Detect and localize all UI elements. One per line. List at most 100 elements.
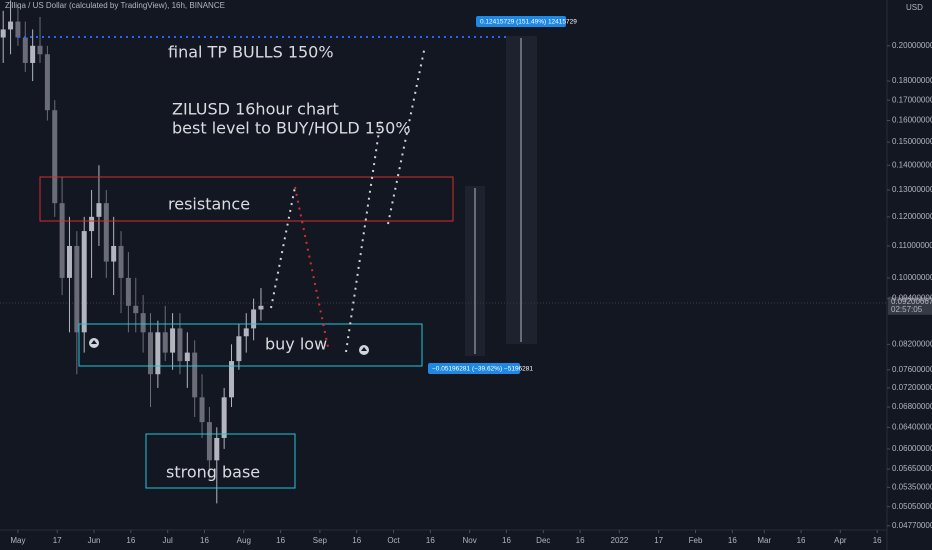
x-tick-label: 2022 bbox=[611, 536, 629, 545]
candle-body bbox=[89, 216, 95, 232]
x-tick-label: 16 bbox=[873, 536, 882, 545]
x-tick-label: 16 bbox=[200, 536, 209, 545]
candle-body bbox=[0, 29, 6, 38]
candle-body bbox=[44, 54, 50, 111]
candle-body bbox=[140, 313, 146, 333]
candle-body bbox=[214, 437, 220, 461]
y-tick-label: 0.12000000 bbox=[892, 212, 932, 221]
x-tick-label: Nov bbox=[463, 536, 477, 545]
candle-body bbox=[118, 245, 124, 278]
candle-body bbox=[229, 361, 235, 398]
candle-body bbox=[8, 21, 14, 30]
y-tick-label: 0.17000000 bbox=[892, 95, 932, 104]
annotation: strong base bbox=[166, 463, 260, 482]
y-tick-label: 0.05050000 bbox=[892, 502, 932, 511]
x-tick-label: Sep bbox=[313, 536, 328, 545]
candle-body bbox=[81, 231, 87, 333]
arrow-icon bbox=[361, 347, 367, 351]
measure-label-bg bbox=[476, 16, 566, 27]
x-tick-label: 16 bbox=[576, 536, 585, 545]
candle-body bbox=[251, 309, 257, 329]
buy-box bbox=[78, 323, 423, 367]
y-tick-label: 0.20000000 bbox=[892, 41, 932, 50]
chart-title: Zilliqa / US Dollar (calculated by Tradi… bbox=[5, 1, 225, 10]
measure-label: 0.12415729 (151.49%) 12415729 bbox=[480, 19, 577, 26]
candle-body bbox=[103, 203, 109, 262]
annotation: buy low bbox=[265, 335, 327, 354]
candles bbox=[0, 0, 264, 504]
candle-body bbox=[221, 397, 227, 438]
candle-body bbox=[192, 352, 198, 398]
x-tick-label: Aug bbox=[237, 536, 251, 545]
price-tag-bg bbox=[888, 296, 932, 315]
x-tick-label: May bbox=[10, 536, 25, 545]
x-tick-label: 17 bbox=[654, 536, 663, 545]
candle-body bbox=[66, 245, 72, 278]
annotation: best level to BUY/HOLD 150% bbox=[172, 119, 411, 138]
y-tick-label: 0.14000000 bbox=[892, 160, 932, 169]
candle-body bbox=[258, 305, 264, 310]
path-up bbox=[345, 117, 382, 353]
y-tick-label: 0.06000000 bbox=[892, 444, 932, 453]
candle-body bbox=[236, 336, 242, 362]
candle-body bbox=[30, 45, 36, 63]
candle-body bbox=[184, 352, 190, 362]
base-box bbox=[145, 433, 296, 489]
x-tick-label: Mar bbox=[757, 536, 771, 545]
y-tick-label: 0.13000000 bbox=[892, 185, 932, 194]
x-tick-label: Apr bbox=[834, 536, 847, 545]
candle-body bbox=[74, 245, 80, 333]
arrow-icon bbox=[91, 340, 97, 344]
candle-body bbox=[147, 332, 153, 375]
x-tick-label: 17 bbox=[53, 536, 62, 545]
candle-body bbox=[243, 328, 249, 337]
candle-body bbox=[96, 203, 102, 217]
candle-body bbox=[125, 277, 131, 306]
annotation: resistance bbox=[168, 195, 250, 214]
candle-body bbox=[52, 110, 58, 204]
x-tick-label: 16 bbox=[728, 536, 737, 545]
y-tick-label: 0.07600000 bbox=[892, 365, 932, 374]
x-tick-label: 16 bbox=[276, 536, 285, 545]
price-tag-value: 0.09200667 bbox=[891, 297, 932, 306]
candle-body bbox=[15, 21, 21, 38]
y-tick-label: 0.15000000 bbox=[892, 137, 932, 146]
x-tick-label: Oct bbox=[387, 536, 400, 545]
y-tick-label: 0.06800000 bbox=[892, 402, 932, 411]
resistance-box bbox=[39, 176, 454, 222]
candle-body bbox=[177, 328, 183, 362]
x-tick-label: 16 bbox=[426, 536, 435, 545]
candle-body bbox=[59, 203, 65, 278]
currency-label: USD bbox=[906, 3, 923, 12]
x-tick-label: Feb bbox=[689, 536, 703, 545]
x-tick-label: 16 bbox=[126, 536, 135, 545]
y-tick-label: 0.04770000 bbox=[892, 521, 932, 530]
x-tick-label: 16 bbox=[352, 536, 361, 545]
candle-body bbox=[199, 397, 205, 423]
y-tick-label: 0.16000000 bbox=[892, 116, 932, 125]
x-tick-label: Jun bbox=[88, 536, 101, 545]
y-tick-label: 0.11000000 bbox=[892, 241, 932, 250]
annotation: final TP BULLS 150% bbox=[168, 43, 334, 62]
y-tick-label: 0.09400000 bbox=[892, 294, 932, 303]
y-tick-label: 0.05350000 bbox=[892, 482, 932, 491]
candle-body bbox=[155, 332, 161, 375]
y-tick-label: 0.10000000 bbox=[892, 273, 932, 282]
measure-label-bg bbox=[428, 363, 520, 374]
candle-body bbox=[170, 328, 176, 353]
candle-body bbox=[111, 245, 117, 262]
candle-body bbox=[133, 305, 139, 314]
price-tag-countdown: 02:57:05 bbox=[891, 305, 923, 314]
y-tick-label: 0.07200000 bbox=[892, 383, 932, 392]
candle-body bbox=[37, 45, 43, 55]
annotation: ZILUSD 16hour chart bbox=[172, 100, 339, 119]
x-tick-label: 16 bbox=[502, 536, 511, 545]
x-tick-label: 16 bbox=[797, 536, 806, 545]
candle-body bbox=[22, 37, 28, 63]
y-tick-label: 0.08200000 bbox=[892, 339, 932, 348]
measure-label: −0.05196281 (−39.62%) −5196281 bbox=[432, 366, 533, 373]
y-tick-label: 0.05650000 bbox=[892, 464, 932, 473]
x-tick-label: Jul bbox=[163, 536, 173, 545]
